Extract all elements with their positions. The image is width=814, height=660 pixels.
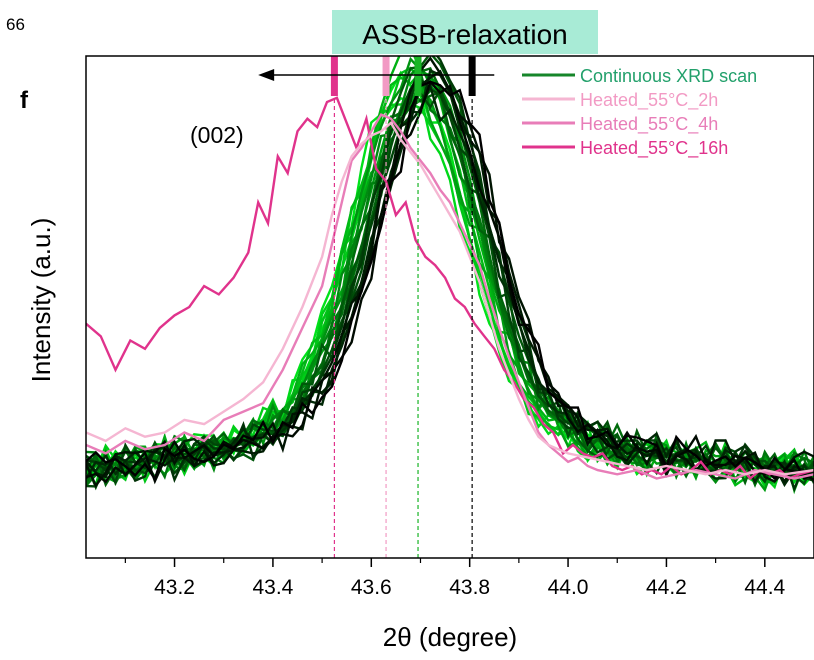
series-line bbox=[86, 96, 814, 481]
legend-label: Continuous XRD scan bbox=[580, 66, 757, 86]
shift-arrow-head bbox=[258, 69, 275, 81]
x-axis-label: 2θ (degree) bbox=[383, 622, 517, 652]
x-tick-label: 43.2 bbox=[154, 576, 195, 599]
x-tick-label: 44.4 bbox=[744, 576, 785, 599]
peak-label: (002) bbox=[190, 122, 244, 148]
continuous-scan-line bbox=[86, 82, 814, 488]
title-text: ASSB-relaxation bbox=[362, 19, 567, 50]
page-number: 66 bbox=[6, 15, 25, 34]
plot-lines bbox=[86, 56, 814, 495]
peak-marker-bar bbox=[414, 56, 422, 96]
legend-label: Heated_55°C_2h bbox=[580, 90, 718, 111]
x-tick-label: 43.8 bbox=[449, 576, 490, 599]
continuous-scan-line bbox=[86, 79, 814, 485]
peak-markers bbox=[258, 56, 495, 558]
panel-label: f bbox=[20, 87, 29, 114]
plot-frame bbox=[85, 55, 814, 559]
series-line bbox=[86, 121, 814, 476]
x-ticks: 43.2 43.4 43.6 43.8 44.0 44.2 44.4 bbox=[124, 558, 786, 599]
legend-label: Heated_55°C_16h bbox=[580, 138, 728, 159]
peak-marker-bar bbox=[330, 56, 338, 96]
peak-marker-bar bbox=[468, 56, 476, 96]
title-box bbox=[332, 10, 598, 54]
x-tick-label: 43.4 bbox=[252, 576, 293, 599]
legend-label: Heated_55°C_4h bbox=[580, 114, 718, 135]
peak-marker-bar bbox=[382, 56, 390, 96]
y-axis-label: Intensity (a.u.) bbox=[26, 218, 56, 383]
x-tick-label: 44.0 bbox=[548, 576, 589, 599]
legend: Continuous XRD scan Heated_55°C_2h Heated_… bbox=[522, 66, 757, 159]
series-line bbox=[86, 113, 814, 480]
x-tick-label: 44.2 bbox=[646, 576, 687, 599]
continuous-scan-line bbox=[86, 80, 814, 482]
x-tick-label: 43.6 bbox=[351, 576, 392, 599]
